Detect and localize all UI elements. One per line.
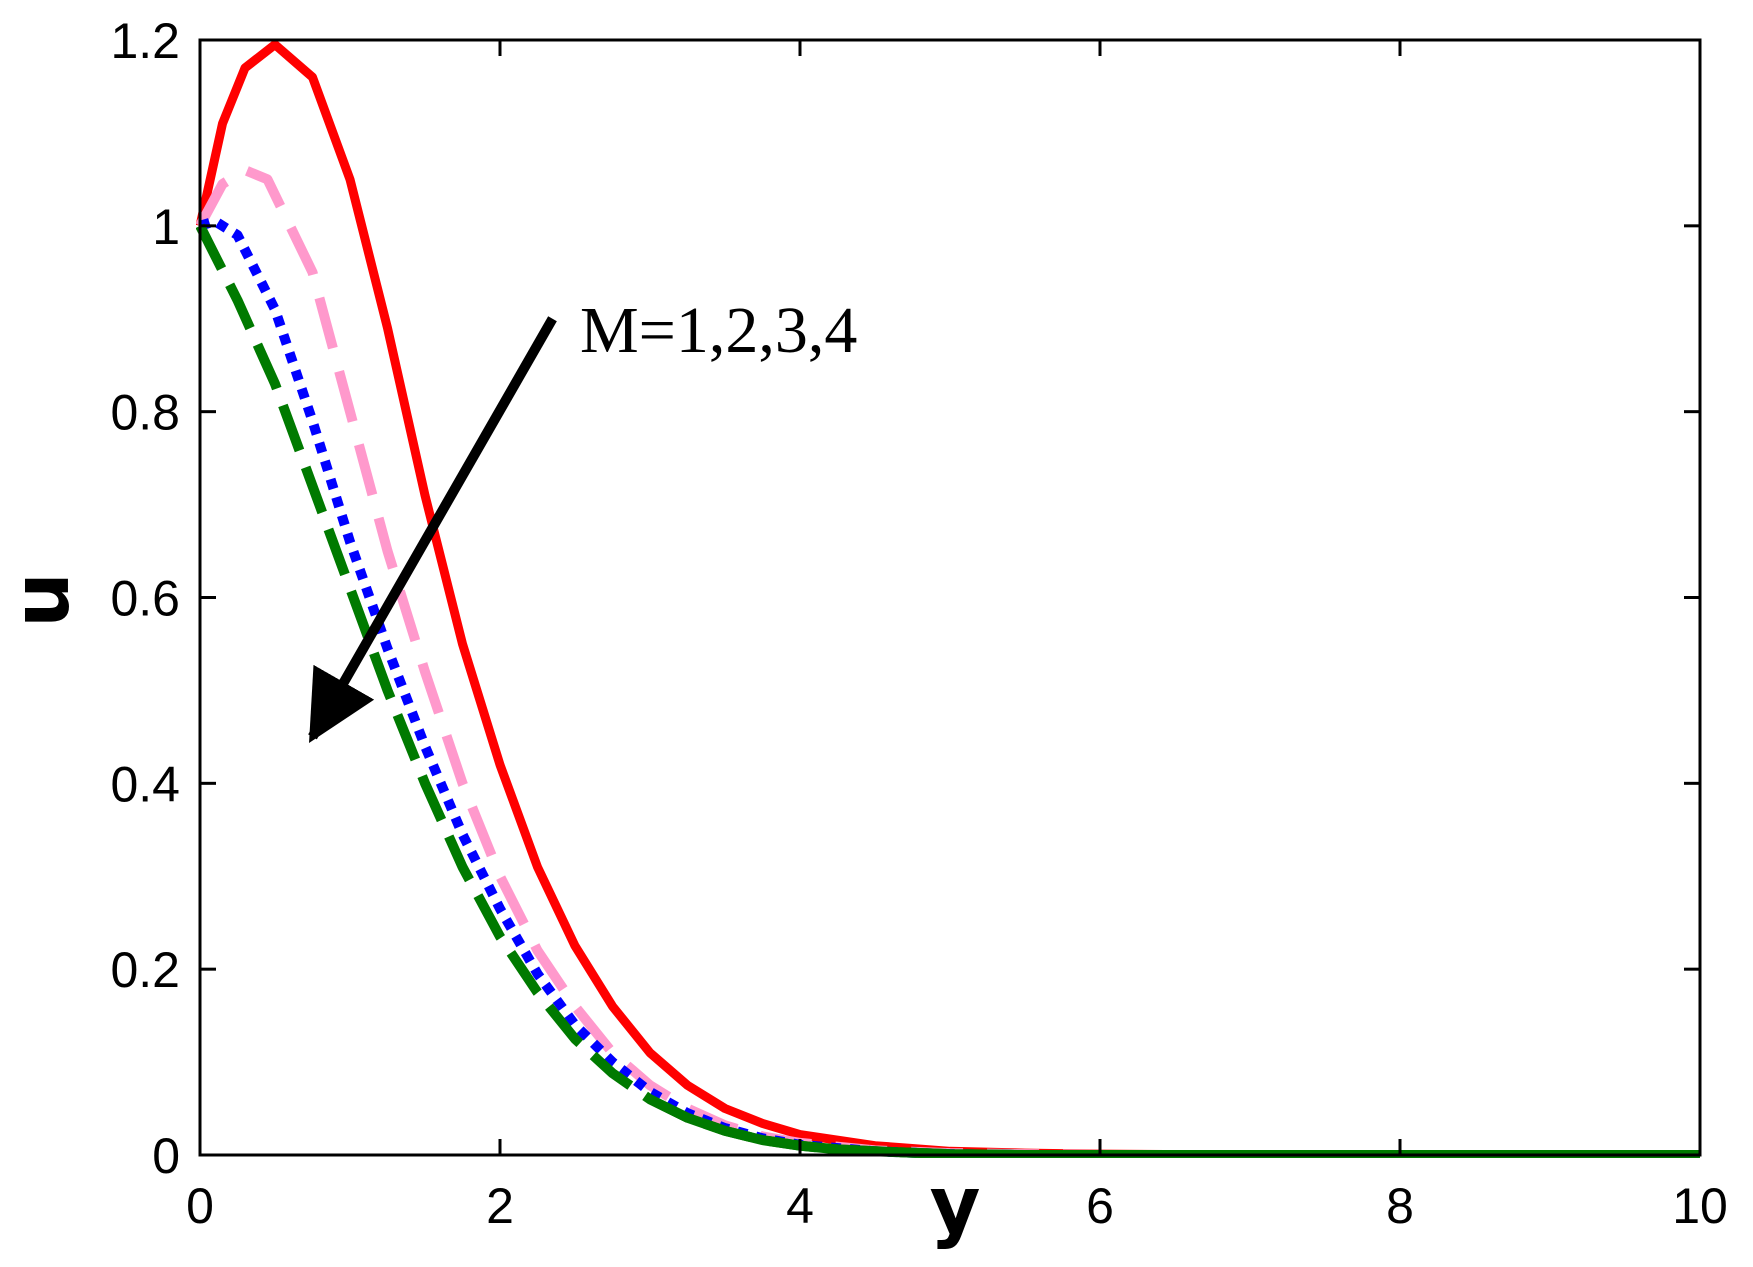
x-tick-label-3: 6 (1086, 1178, 1114, 1234)
y-tick-label-6: 1.2 (110, 13, 180, 69)
y-tick-label-4: 0.8 (110, 385, 180, 441)
y-axis-label: u (0, 572, 87, 628)
x-tick-label-5: 10 (1672, 1178, 1728, 1234)
tick-labels-layer: 0 2 4 6 8 10 0 0.2 0.4 0.6 0.8 1 1.2 (110, 13, 1727, 1234)
x-axis-label: y (930, 1161, 981, 1251)
ticks-layer (198, 38, 1702, 1157)
x-tick-label-2: 4 (786, 1178, 814, 1234)
y-tick-label-1: 0.2 (110, 942, 180, 998)
annotation-label: M=1,2,3,4 (580, 294, 857, 367)
y-tick-label-3: 0.6 (110, 571, 180, 627)
x-tick-label-4: 8 (1386, 1178, 1414, 1234)
y-tick-label-0: 0 (152, 1128, 180, 1184)
x-tick-label-1: 2 (486, 1178, 514, 1234)
annotation-arrow (308, 316, 557, 743)
x-tick-label-0: 0 (186, 1178, 214, 1234)
plot-area (200, 40, 1700, 1155)
y-tick-label-5: 1 (152, 199, 180, 255)
y-tick-label-2: 0.4 (110, 756, 180, 812)
